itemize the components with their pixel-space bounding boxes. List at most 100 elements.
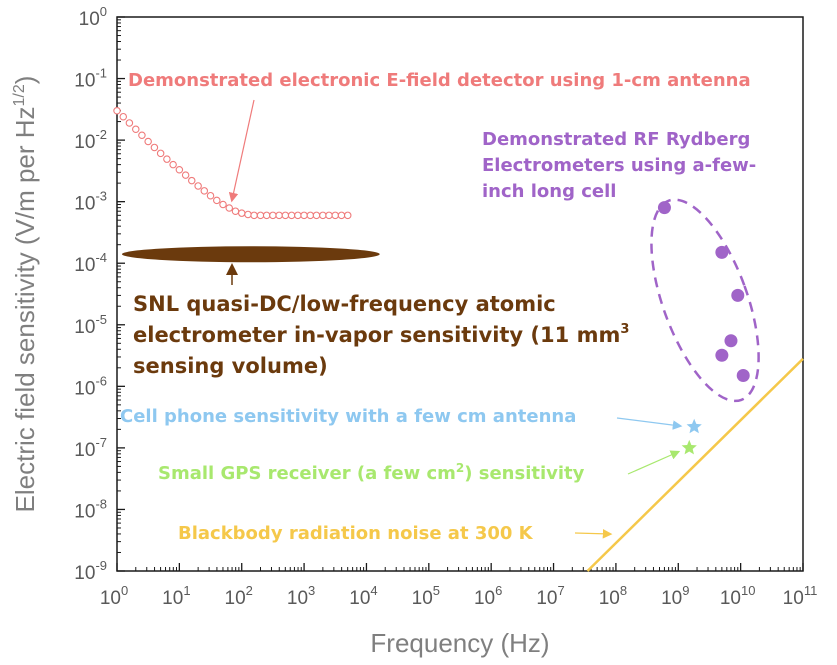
x-tick-label: 102 <box>225 583 253 609</box>
x-tick-label: 109 <box>661 583 689 609</box>
x-tick-base: 10 <box>661 588 682 609</box>
y-tick-base: 10 <box>79 9 100 30</box>
y-tick-label: 10-9 <box>74 558 107 584</box>
y-tick-label: 100 <box>79 4 107 30</box>
x-axis: 100 101 102 103 104 105 106 107 108 109 1010 1011 <box>100 563 817 609</box>
electronic-point <box>132 125 140 134</box>
y-tick-exponent: -5 <box>95 312 107 327</box>
x-tick-exponent: 7 <box>557 583 564 598</box>
annotation-gps: Small GPS receiver (a few cm2) sensitivi… <box>158 461 585 484</box>
x-tick-base: 10 <box>349 588 370 609</box>
electronic-point <box>125 119 134 127</box>
x-tick-exponent: 2 <box>246 583 253 598</box>
annotation-gps-pre: Small GPS receiver (a few cm <box>158 463 456 484</box>
x-tick-label: 101 <box>162 583 190 609</box>
rydberg-point <box>736 368 750 382</box>
electronic-point <box>312 211 321 220</box>
annotation-electronic: Demonstrated electronic E-field detector… <box>128 70 751 91</box>
y-tick-label: 10-3 <box>74 189 107 215</box>
electronic-point <box>287 211 296 220</box>
arrow-blackbody <box>574 528 613 539</box>
electronic-point <box>331 211 340 220</box>
y-tick-label: 10-1 <box>74 66 107 92</box>
y-tick-base: 10 <box>74 563 95 584</box>
y-tick-base: 10 <box>74 440 95 461</box>
electronic-point <box>319 211 327 220</box>
electronic-point <box>343 211 352 220</box>
y-tick-label: 10-5 <box>74 312 107 338</box>
annotation-rydberg-line1: Demonstrated RF Rydberg <box>482 129 750 150</box>
y-tick-exponent: 0 <box>100 4 107 19</box>
electronic-point <box>237 209 246 217</box>
electronic-point <box>325 211 333 220</box>
electronic-point <box>294 211 302 220</box>
x-tick-label: 100 <box>100 583 128 609</box>
annotation-gps-post: ) sensitivity <box>464 463 584 484</box>
electronic-point <box>306 211 315 220</box>
y-axis-title-main: Electric field sensitivity (V/m per Hz <box>10 106 40 512</box>
x-tick-label: 103 <box>287 583 315 609</box>
x-tick-base: 10 <box>162 588 183 609</box>
electronic-point <box>188 176 196 185</box>
y-tick-base: 10 <box>74 378 95 399</box>
electronic-point <box>269 211 277 220</box>
y-axis-title: Electric field sensitivity (V/m per Hz1/… <box>10 76 40 513</box>
rydberg-point <box>715 348 729 362</box>
electronic-point <box>213 196 221 205</box>
electronic-point <box>262 211 271 220</box>
electronic-point <box>119 112 128 121</box>
annotation-snl-line2: electrometer in-vapor sensitivity (11 mm… <box>133 322 629 347</box>
electronic-point <box>244 210 252 219</box>
x-tick-label: 107 <box>536 583 564 609</box>
electronic-point <box>144 137 152 146</box>
electronic-point <box>163 155 171 163</box>
x-tick-exponent: 9 <box>682 583 689 598</box>
x-tick-label: 105 <box>412 583 440 609</box>
electronic-point <box>194 182 202 190</box>
rydberg-point <box>715 245 729 259</box>
electronic-point <box>206 191 215 200</box>
y-tick-base: 10 <box>74 132 95 153</box>
cellphone-point <box>686 418 702 434</box>
electronic-point <box>113 106 121 115</box>
rydberg-point <box>657 201 671 215</box>
arrow-gps <box>627 450 681 475</box>
y-tick-label: 10-7 <box>74 435 107 461</box>
y-tick-exponent: -4 <box>95 250 107 265</box>
y-tick-exponent: -3 <box>95 189 107 204</box>
plot-area <box>116 16 804 572</box>
annotation-snl-line2-main: electrometer in-vapor sensitivity (11 mm <box>133 323 620 347</box>
annotation-snl-line3: sensing volume) <box>133 354 328 378</box>
y-tick-base: 10 <box>74 501 95 522</box>
x-tick-base: 10 <box>225 588 246 609</box>
electronic-point <box>275 211 283 220</box>
x-tick-base: 10 <box>100 588 121 609</box>
annotation-gps-sup: 2 <box>456 461 464 475</box>
y-tick-label: 10-4 <box>74 250 107 276</box>
y-tick-exponent: -9 <box>95 558 107 573</box>
y-tick-base: 10 <box>74 194 95 215</box>
electronic-point <box>225 204 234 212</box>
annotation-snl-line1: SNL quasi-DC/low-frequency atomic <box>133 292 556 316</box>
x-tick-exponent: 4 <box>370 583 377 598</box>
x-tick-base: 10 <box>720 588 741 609</box>
rydberg-point <box>724 334 738 348</box>
y-tick-label: 10-6 <box>74 373 107 399</box>
x-tick-label: 106 <box>474 583 502 609</box>
y-tick-exponent: -7 <box>95 435 107 450</box>
electronic-point <box>175 165 184 174</box>
electronic-point <box>250 211 258 220</box>
blackbody-line <box>586 357 804 572</box>
gps-point <box>681 439 697 455</box>
y-tick-base: 10 <box>74 317 95 338</box>
electronic-point <box>150 143 159 152</box>
x-tick-exponent: 5 <box>433 583 440 598</box>
x-tick-base: 10 <box>599 588 620 609</box>
y-tick-exponent: -1 <box>95 66 107 81</box>
x-tick-base: 10 <box>536 588 557 609</box>
x-tick-exponent: 1 <box>183 583 190 598</box>
x-tick-exponent: 3 <box>308 583 315 598</box>
x-axis-title: Frequency (Hz) <box>370 628 549 658</box>
